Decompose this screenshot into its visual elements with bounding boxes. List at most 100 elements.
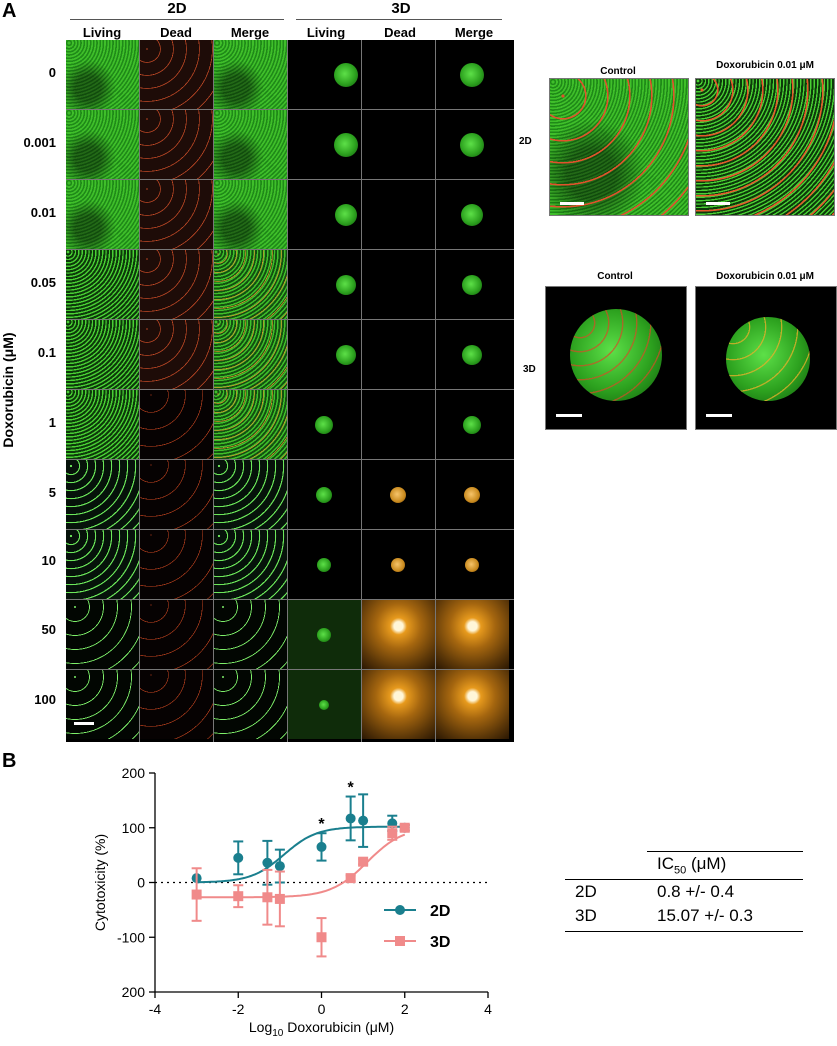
micrograph-dead-2d-row-8 — [140, 600, 213, 669]
group-3d-title: 3D — [391, 0, 411, 17]
micrograph-living-2d-row-2 — [66, 180, 139, 249]
grid-line-h — [66, 599, 514, 600]
micrograph-living-3d-row-9 — [288, 670, 361, 739]
col-label-3d-living: Living — [306, 25, 346, 40]
spheroid — [316, 487, 332, 503]
spheroid — [317, 558, 331, 572]
micrograph-grid — [66, 40, 514, 742]
micrograph-merge-2d-row-3 — [214, 250, 287, 319]
legend-marker-3d — [395, 936, 405, 946]
table-row-2d-label: 2D — [575, 882, 597, 901]
spheroid — [315, 416, 333, 434]
grid-line-v — [435, 40, 436, 742]
grid-line-h — [66, 109, 514, 110]
point-3d — [274, 893, 285, 904]
ic50-header: IC50 (μM) — [657, 854, 726, 876]
x-tick-label: -4 — [149, 1001, 162, 1017]
table-top-rule — [647, 851, 803, 852]
point-3d — [233, 891, 244, 902]
point-2d — [345, 813, 356, 824]
micrograph-dead-3d-row-9 — [362, 670, 435, 739]
point-2d — [274, 861, 285, 872]
micrograph-dead-2d-row-2 — [140, 180, 213, 249]
micrograph-living-2d-row-1 — [66, 110, 139, 179]
significance-star: * — [348, 780, 355, 797]
micrograph-living-3d-row-8 — [288, 600, 361, 669]
spheroid — [336, 345, 356, 365]
micrograph-dead-2d-row-6 — [140, 460, 213, 529]
point-3d — [345, 873, 356, 884]
micrograph-merge-3d-row-2 — [436, 180, 509, 249]
micrograph-living-3d-row-6 — [288, 460, 361, 529]
grid-line-h — [66, 179, 514, 180]
micrograph-dead-2d-row-5 — [140, 390, 213, 459]
point-3d — [262, 892, 273, 903]
micrograph-dead-3d-row-8 — [362, 600, 435, 669]
micrograph-living-3d-row-4 — [288, 320, 361, 389]
micrograph-merge-2d-row-0 — [214, 40, 287, 109]
ic50-header-text: IC — [657, 854, 674, 873]
table-row-2d-value: 0.8 +/- 0.4 — [657, 882, 735, 901]
micrograph-merge-2d-row-4 — [214, 320, 287, 389]
doxorubicin-axis-label: Doxorubicin (μM) — [0, 332, 16, 448]
ic50-table: IC50 (μM) 2D 0.8 +/- 0.4 3D 15.07 +/- 0.… — [565, 843, 803, 943]
micrograph-dead-2d-row-3 — [140, 250, 213, 319]
spheroid — [319, 700, 329, 710]
micrograph-living-2d-row-7 — [66, 530, 139, 599]
micrograph-merge-3d-row-6 — [436, 460, 509, 529]
table-bottom-rule — [565, 931, 803, 932]
micrograph-dead-3d-row-6 — [362, 460, 435, 529]
inset-2d-doxo-dead-cells — [696, 79, 834, 215]
table-row-3d-label: 3D — [575, 906, 597, 925]
x-axis-label: Log10 Doxorubicin (μM) — [249, 1019, 394, 1039]
spheroid — [317, 628, 331, 642]
legend-marker-2d — [395, 905, 405, 915]
x-tick-label: 2 — [401, 1001, 409, 1017]
fit-curve-2d — [196, 825, 405, 884]
micrograph-living-2d-row-4 — [66, 320, 139, 389]
row-label-0: 0 — [48, 65, 56, 80]
micrograph-living-3d-row-2 — [288, 180, 361, 249]
x-tick-label: 4 — [484, 1001, 492, 1017]
spheroid — [390, 487, 406, 503]
micrograph-living-3d-row-7 — [288, 530, 361, 599]
grid-line-v — [213, 40, 214, 742]
grid-line-v — [139, 40, 140, 742]
point-3d — [191, 889, 202, 900]
group-2d-underline — [70, 19, 284, 20]
micrograph-merge-3d-row-1 — [436, 110, 509, 179]
scale-bar — [706, 414, 732, 417]
micrograph-living-2d-row-5 — [66, 390, 139, 459]
micrograph-merge-3d-row-3 — [436, 250, 509, 319]
spheroid — [334, 133, 358, 157]
y-tick-label: -100 — [117, 929, 145, 945]
micrograph-dead-3d-row-7 — [362, 530, 435, 599]
col-label-3d-dead: Dead — [384, 25, 416, 40]
spheroid — [335, 204, 357, 226]
inset-2d-control-dead-cells — [550, 79, 688, 215]
micrograph-dead-3d-row-4 — [362, 320, 435, 389]
inset-2d-control-label: Control — [600, 66, 636, 77]
grid-line-h — [66, 459, 514, 460]
spheroid-dead-cells — [726, 317, 810, 401]
micrograph-dead-3d-row-5 — [362, 390, 435, 459]
group-2d-title: 2D — [167, 0, 187, 17]
micrograph-merge-3d-row-9 — [436, 670, 509, 739]
spheroid — [463, 416, 481, 434]
grid-line-v — [361, 40, 362, 742]
x-tick-label: 0 — [318, 1001, 326, 1017]
row-label-0.1: 0.1 — [37, 345, 56, 360]
point-2d — [316, 841, 327, 852]
row-label-0.001: 0.001 — [23, 135, 56, 150]
spheroid — [334, 63, 358, 87]
micrograph-merge-3d-row-0 — [436, 40, 509, 109]
group-3d-underline — [296, 19, 502, 20]
micrograph-living-3d-row-0 — [288, 40, 361, 109]
col-label-2d-living: Living — [82, 25, 122, 40]
y-axis-label: Cytotoxicity (%) — [92, 834, 108, 931]
scale-bar — [706, 202, 730, 205]
micrograph-merge-2d-row-9 — [214, 670, 287, 739]
point-3d — [358, 856, 369, 867]
inset-3d-doxo-image — [695, 286, 837, 430]
